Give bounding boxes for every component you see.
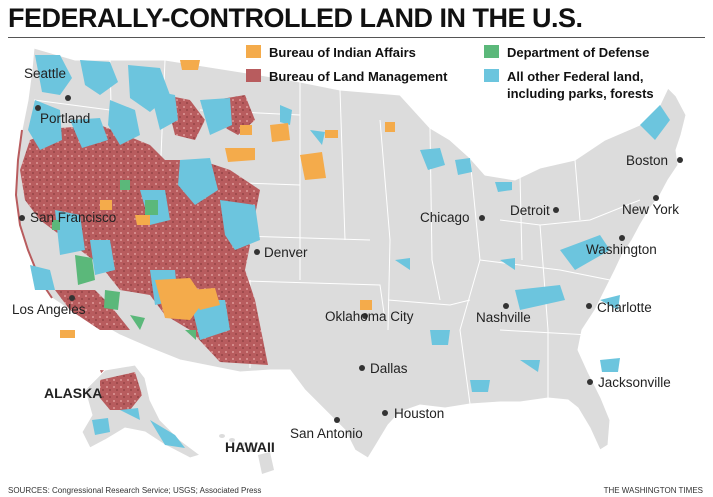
legend-label: Bureau of Land Management — [269, 69, 448, 84]
city-label: San Antonio — [290, 426, 363, 441]
city-label: Houston — [394, 406, 444, 421]
city-markers: Seattle Portland San Francisco Los Angel… — [12, 66, 683, 441]
city-denver: Denver — [254, 245, 308, 260]
title-rule — [8, 37, 705, 38]
city-label: Oklahoma City — [325, 309, 414, 324]
publisher-credit: THE WASHINGTON TIMES — [603, 486, 703, 495]
city-portland: Portland — [35, 105, 90, 126]
city-boston: Boston — [626, 153, 683, 168]
city-label: Detroit — [510, 203, 550, 218]
city-label: Boston — [626, 153, 668, 168]
city-label: Jacksonville — [598, 375, 671, 390]
city-washington: Washington — [586, 235, 657, 257]
city-san-antonio: San Antonio — [290, 417, 363, 441]
city-nashville: Nashville — [476, 303, 531, 325]
legend-swatch — [246, 45, 261, 58]
city-label: Seattle — [24, 66, 66, 81]
city-label: Chicago — [420, 210, 470, 225]
city-charlotte: Charlotte — [586, 300, 652, 315]
city-label: Los Angeles — [12, 302, 86, 317]
legend-item-other-federal: All other Federal land, including parks,… — [484, 68, 669, 102]
city-label: Denver — [264, 245, 308, 260]
sources-note: SOURCES: Congressional Research Service;… — [8, 486, 262, 495]
city-detroit: Detroit — [510, 203, 559, 218]
other-federal-land — [28, 55, 670, 392]
alaska-label: ALASKA — [44, 385, 102, 401]
city-dallas: Dallas — [359, 361, 408, 376]
city-label: Nashville — [476, 310, 531, 325]
city-label: New York — [622, 202, 679, 217]
legend-swatch — [246, 69, 261, 82]
legend-swatch — [484, 69, 499, 82]
city-label: Dallas — [370, 361, 408, 376]
city-san-francisco: San Francisco — [19, 210, 116, 225]
city-new-york: New York — [622, 195, 679, 217]
contiguous-us-land — [15, 47, 687, 459]
hawaii-label: HAWAII — [225, 439, 275, 455]
map-title: FEDERALLY-CONTROLLED LAND IN THE U.S. — [8, 3, 583, 33]
bia-land — [60, 60, 395, 338]
legend-label: Bureau of Indian Affairs — [269, 45, 416, 60]
city-jacksonville: Jacksonville — [587, 375, 671, 390]
legend-swatch — [484, 45, 499, 58]
city-los-angeles: Los Angeles — [12, 295, 86, 317]
dod-land — [52, 180, 196, 340]
legend-label: Department of Defense — [507, 45, 650, 60]
legend-item-dod: Department of Defense — [484, 44, 649, 61]
alaska — [81, 364, 202, 459]
city-seattle: Seattle — [24, 66, 71, 101]
city-houston: Houston — [382, 406, 444, 421]
legend-item-bia: Bureau of Indian Affairs — [246, 44, 416, 61]
hawaii — [219, 434, 274, 474]
city-label: San Francisco — [30, 210, 116, 225]
city-label: Portland — [40, 111, 90, 126]
city-oklahoma-city: Oklahoma City — [325, 309, 414, 324]
city-label: Charlotte — [597, 300, 652, 315]
legend-label: All other Federal land, including parks,… — [507, 69, 654, 101]
city-label: Washington — [586, 242, 657, 257]
legend-item-blm: Bureau of Land Management — [246, 68, 447, 85]
city-chicago: Chicago — [420, 210, 485, 225]
